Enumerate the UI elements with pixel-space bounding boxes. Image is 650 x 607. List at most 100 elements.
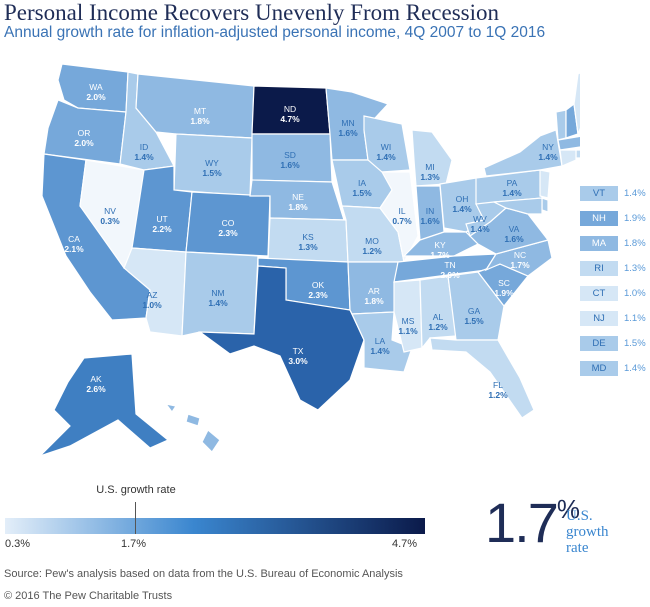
state-value-MO: 1.2% <box>362 246 382 256</box>
state-label-WY: WY <box>205 158 219 168</box>
state-value-GA: 1.5% <box>464 316 484 326</box>
state-value-AK: 2.6% <box>86 384 106 394</box>
source-note: Source: Pew's analysis based on data fro… <box>4 568 403 580</box>
state-value-MI: 1.3% <box>420 172 440 182</box>
state-IL[interactable] <box>379 171 419 264</box>
state-value-OH: 1.4% <box>452 204 472 214</box>
state-VT[interactable] <box>555 109 567 141</box>
state-value-ID: 1.4% <box>134 152 154 162</box>
state-value-OK: 2.3% <box>308 290 328 300</box>
page-subtitle: Annual growth rate for inflation-adjuste… <box>4 24 546 41</box>
legend-swatch-NH <box>580 211 618 226</box>
state-value-IL: 0.7% <box>392 216 412 226</box>
state-label-HI: HI <box>202 458 211 468</box>
state-value-KY: 1.7% <box>430 250 450 260</box>
state-label-AZ: AZ <box>147 290 158 300</box>
state-label-TN: TN <box>444 260 455 270</box>
state-label-OH: OH <box>456 194 469 204</box>
state-value-WI: 1.4% <box>376 152 396 162</box>
state-label-WV: WV <box>473 214 487 224</box>
state-LA[interactable] <box>351 311 413 373</box>
us-growth-caption-line-3: rate <box>566 540 589 556</box>
state-value-TN: 2.0% <box>440 270 460 280</box>
state-MD[interactable] <box>491 197 543 215</box>
legend-state-NJ: NJ <box>593 313 605 324</box>
state-DE[interactable] <box>541 197 549 213</box>
state-label-IL: IL <box>398 206 405 216</box>
state-label-SD: SD <box>284 150 296 160</box>
state-label-MT: MT <box>194 106 206 116</box>
legend-state-CT: CT <box>592 288 606 299</box>
legend-value-VT: 1.4% <box>624 188 646 199</box>
state-value-TX: 3.0% <box>288 356 308 366</box>
state-value-AZ: 1.0% <box>142 300 162 310</box>
state-value-PA: 1.4% <box>502 188 522 198</box>
page-title: Personal Income Recovers Unevenly From R… <box>4 0 500 25</box>
state-NJ[interactable] <box>539 169 551 199</box>
state-label-FL: FL <box>493 380 503 390</box>
state-CT[interactable] <box>559 149 577 167</box>
state-label-WA: WA <box>89 82 103 92</box>
legend-state-DE: DE <box>592 338 606 349</box>
copyright-note: © 2016 The Pew Charitable Trusts <box>4 590 173 602</box>
state-label-NE: NE <box>292 192 304 202</box>
legend-value-NH: 1.9% <box>624 213 646 224</box>
state-label-TX: TX <box>293 346 304 356</box>
legend-state-VT: VT <box>592 188 606 199</box>
state-value-IA: 1.5% <box>352 188 372 198</box>
state-AL[interactable] <box>419 275 457 350</box>
legend-swatch-MD <box>580 361 618 376</box>
state-value-AL: 1.2% <box>428 322 448 332</box>
legend-swatch-MA <box>580 236 618 251</box>
legend-swatch-NJ <box>580 311 618 326</box>
state-label-NV: NV <box>104 206 116 216</box>
state-label-WI: WI <box>381 142 391 152</box>
state-label-KY: KY <box>434 240 446 250</box>
state-FL[interactable] <box>429 337 535 419</box>
legend-value-CT: 1.0% <box>624 288 646 299</box>
state-label-ID: ID <box>140 142 149 152</box>
state-AK[interactable] <box>39 353 170 457</box>
state-label-NY: NY <box>542 142 554 152</box>
state-label-VA: VA <box>509 224 520 234</box>
state-value-NC: 1.7% <box>510 260 530 270</box>
state-value-WA: 2.0% <box>86 92 106 102</box>
state-value-AR: 1.8% <box>364 296 384 306</box>
state-value-UT: 2.2% <box>152 224 172 234</box>
state-ME[interactable] <box>573 64 580 137</box>
state-label-LA: LA <box>375 336 386 346</box>
state-label-SC: SC <box>498 278 510 288</box>
state-label-NC: NC <box>514 250 526 260</box>
state-value-KS: 1.3% <box>298 242 318 252</box>
state-TX[interactable] <box>198 265 365 411</box>
state-label-MO: MO <box>365 236 379 246</box>
state-value-WY: 1.5% <box>202 168 222 178</box>
legend-swatch-CT <box>580 286 618 301</box>
state-HI[interactable] <box>164 403 221 453</box>
state-value-NY: 1.4% <box>538 152 558 162</box>
state-value-OR: 2.0% <box>74 138 94 148</box>
state-GA[interactable] <box>447 271 505 341</box>
state-value-FL: 1.2% <box>488 390 508 400</box>
state-value-NV: 0.3% <box>100 216 120 226</box>
us-growth-caption: U.S. growth rate <box>566 508 636 556</box>
legend-state-NH: NH <box>592 213 606 224</box>
state-value-CA: 2.1% <box>64 244 84 254</box>
state-label-CO: CO <box>222 218 235 228</box>
legend-state-RI: RI <box>594 263 604 274</box>
scale-mid-tick <box>135 502 136 534</box>
state-MS[interactable] <box>393 279 423 353</box>
state-label-PA: PA <box>507 178 518 188</box>
state-label-CA: CA <box>68 234 80 244</box>
state-label-AK: AK <box>90 374 102 384</box>
legend-swatch-RI <box>580 261 618 276</box>
legend-swatch-VT <box>580 186 618 201</box>
state-value-HI: 1.8% <box>196 468 216 470</box>
us-growth-caption-line-1: U.S. <box>566 508 593 524</box>
state-value-MS: 1.1% <box>398 326 418 336</box>
state-MA[interactable] <box>557 135 580 151</box>
legend-swatch-DE <box>580 336 618 351</box>
state-label-OR: OR <box>78 128 91 138</box>
state-label-MS: MS <box>402 316 415 326</box>
state-value-ND: 4.7% <box>280 114 300 124</box>
